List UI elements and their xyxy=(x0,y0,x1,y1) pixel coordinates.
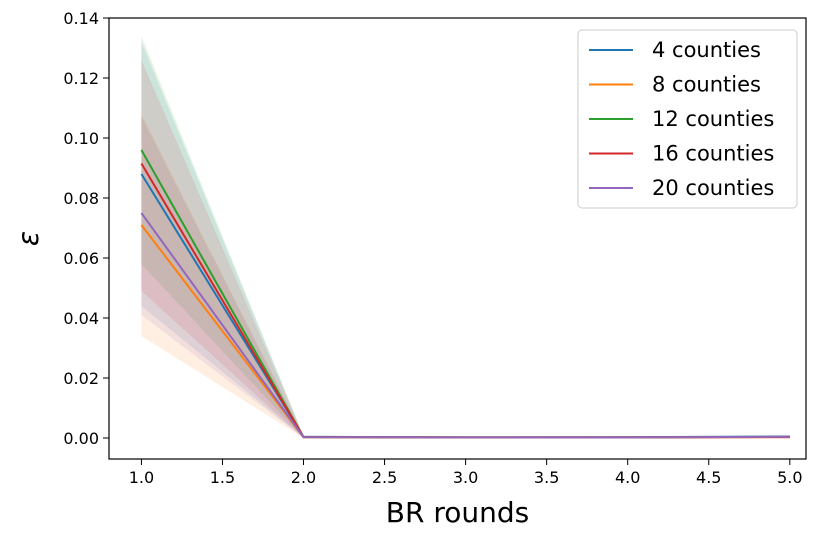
series-lines xyxy=(140,149,790,439)
legend-label: 4 counties xyxy=(652,38,761,62)
x-axis-label: BR rounds xyxy=(386,496,529,529)
legend-label: 16 counties xyxy=(652,142,774,166)
x-tick-label: 3.0 xyxy=(453,468,478,487)
x-tick-label: 2.0 xyxy=(291,468,316,487)
x-tick-label: 1.5 xyxy=(210,468,235,487)
x-tick-label: 1.0 xyxy=(129,468,154,487)
x-tick-label: 4.0 xyxy=(615,468,640,487)
y-tick-label: 0.02 xyxy=(63,369,99,388)
y-tick-label: 0.06 xyxy=(63,249,99,268)
y-tick-label: 0.00 xyxy=(63,429,99,448)
y-axis-label: ε xyxy=(12,231,45,246)
x-tick-label: 4.5 xyxy=(696,468,721,487)
y-axis-ticks: 0.00 0.02 0.04 0.06 0.08 0.10 0.12 0.14 xyxy=(63,9,109,448)
x-axis-ticks: 1.0 1.5 2.0 2.5 3.0 3.5 4.0 4.5 5.0 xyxy=(129,459,803,487)
y-tick-label: 0.08 xyxy=(63,189,99,208)
x-tick-label: 3.5 xyxy=(534,468,559,487)
y-tick-label: 0.10 xyxy=(63,129,99,148)
y-tick-label: 0.04 xyxy=(63,309,99,328)
x-tick-label: 5.0 xyxy=(777,468,802,487)
legend-label: 8 counties xyxy=(652,73,761,97)
plot-frame xyxy=(108,17,807,460)
y-tick-label: 0.14 xyxy=(63,9,99,28)
x-tick-label: 2.5 xyxy=(372,468,397,487)
y-tick-label: 0.12 xyxy=(63,69,99,88)
legend-label: 20 counties xyxy=(652,176,774,200)
legend: 4 counties 8 counties 12 counties 16 counti… xyxy=(577,29,798,209)
legend-label: 12 counties xyxy=(652,107,774,131)
line-series-4 xyxy=(140,212,790,439)
legend-box xyxy=(577,29,798,209)
